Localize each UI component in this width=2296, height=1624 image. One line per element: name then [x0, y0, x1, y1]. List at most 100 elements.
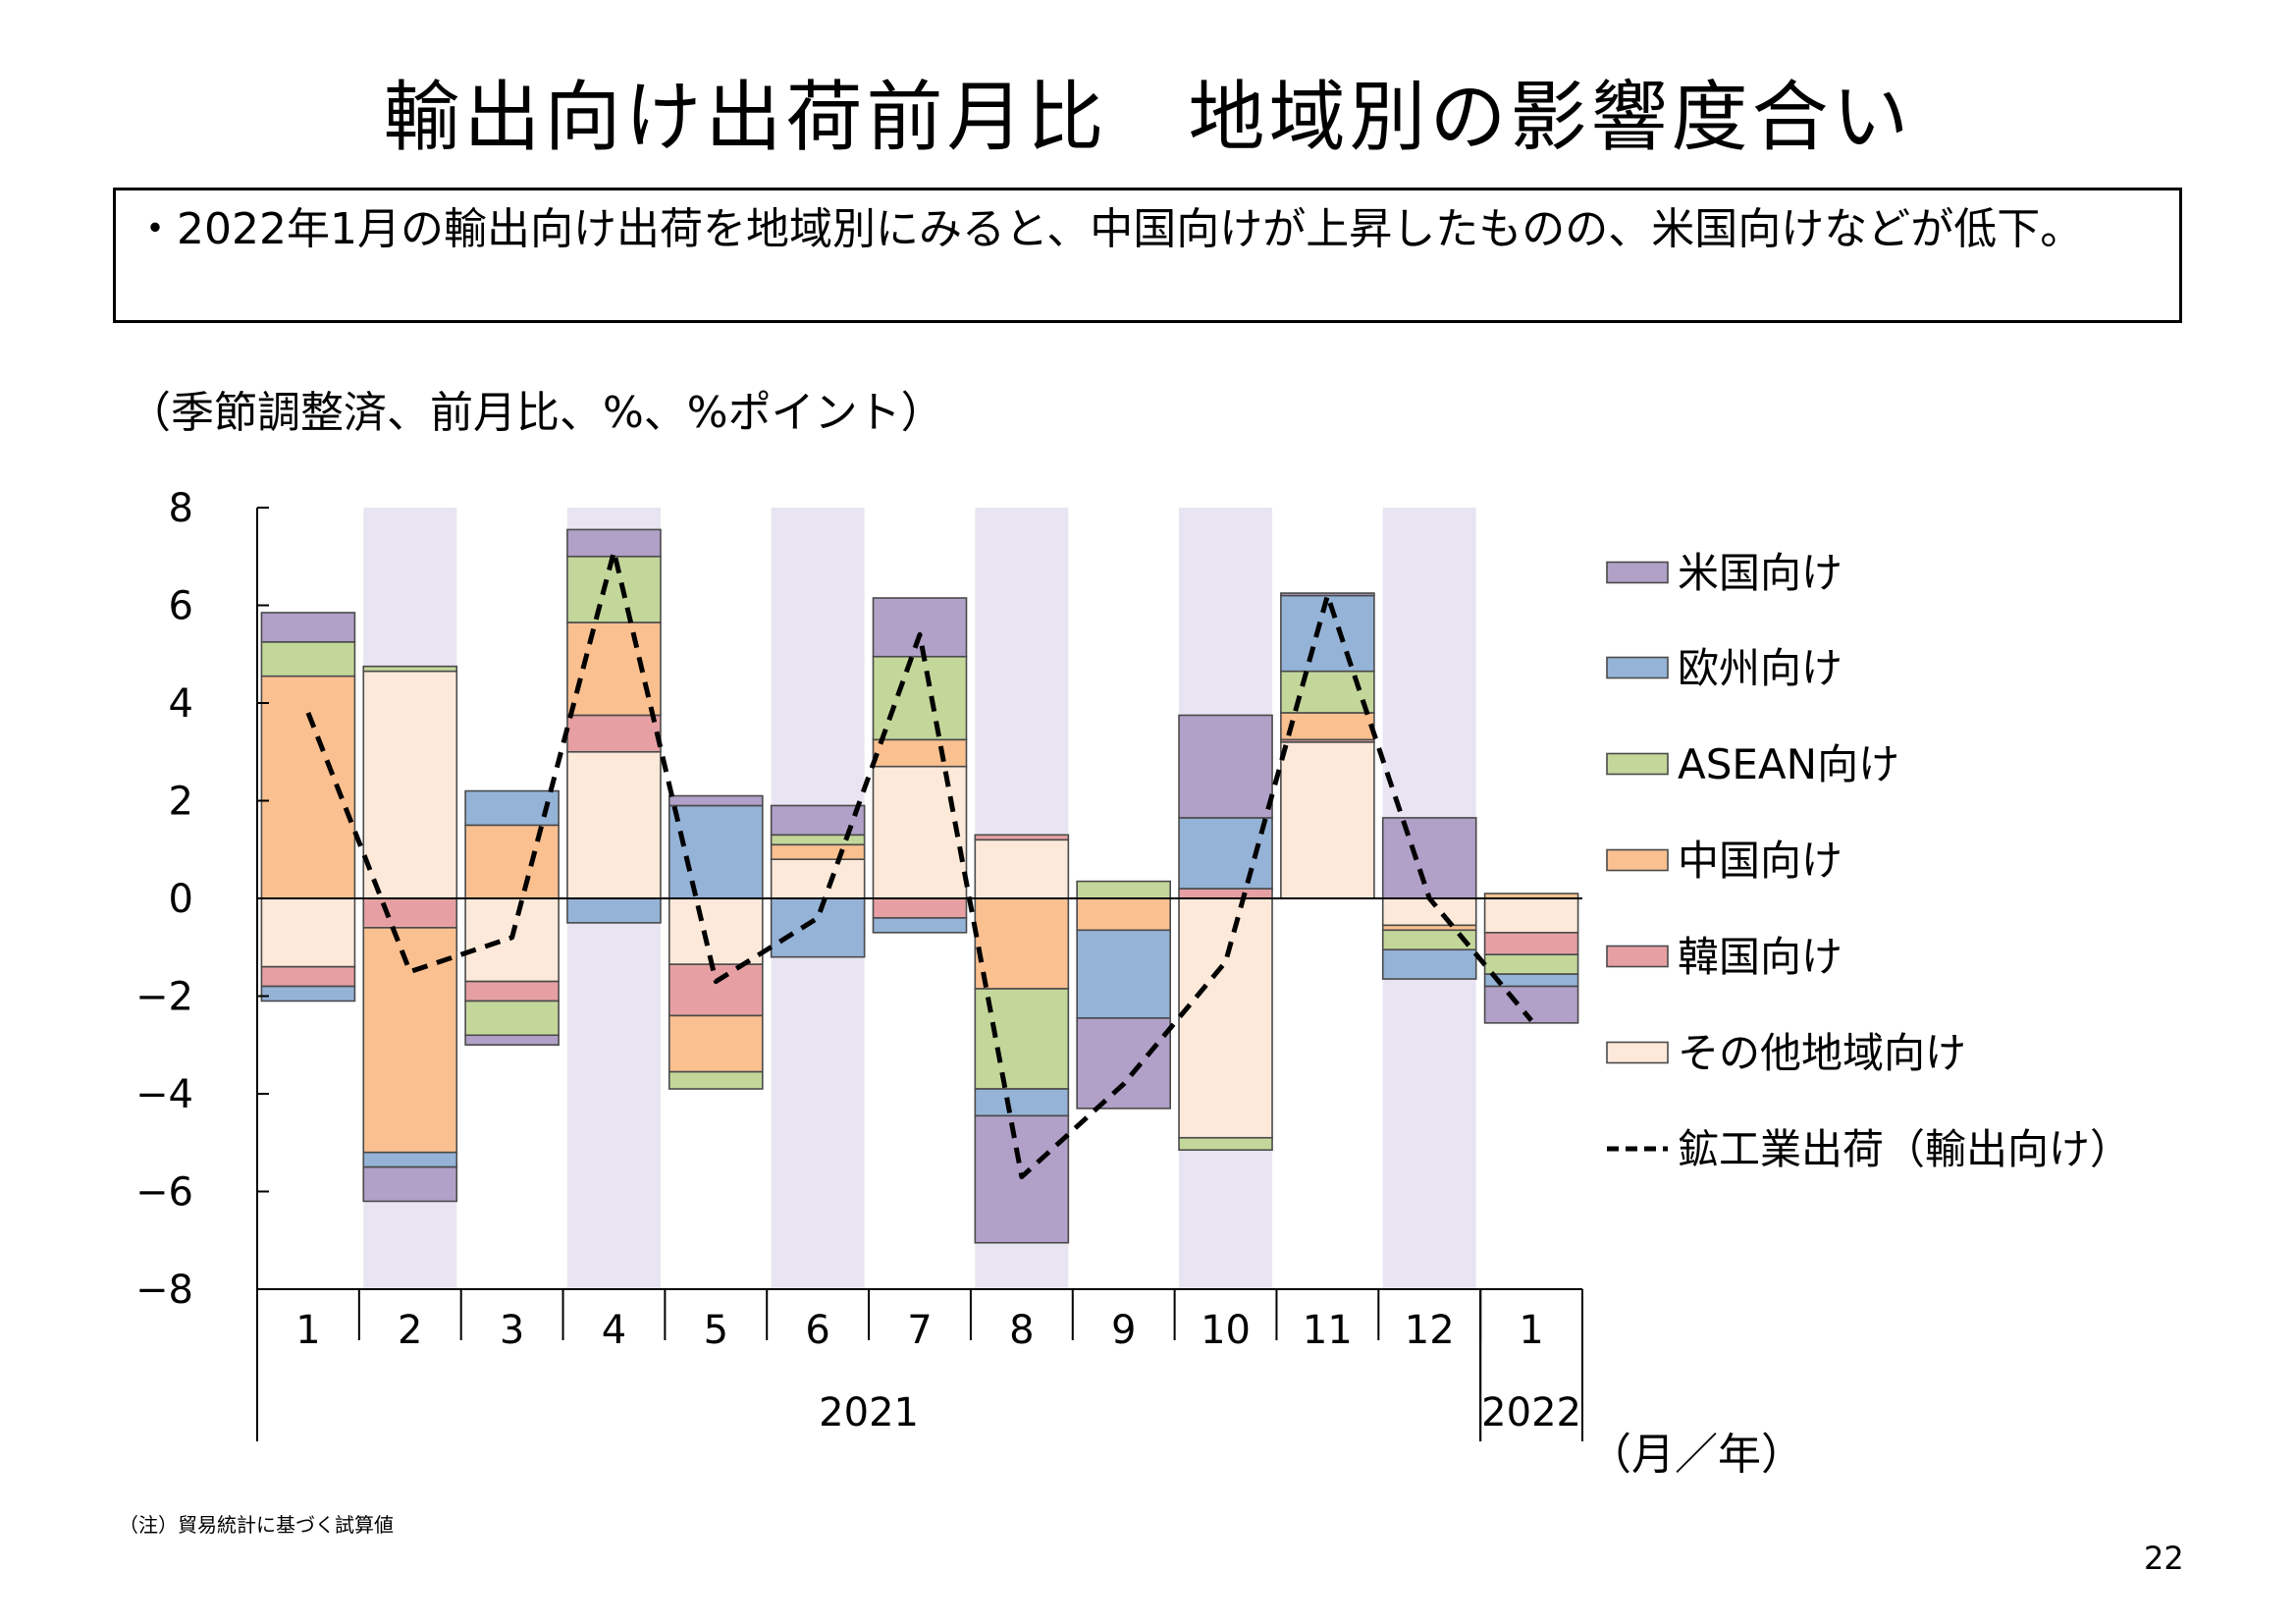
legend-swatch-china — [1606, 848, 1669, 872]
bar-segment-china — [566, 622, 662, 717]
bar-segment-korea — [974, 834, 1070, 841]
bar-segment-us — [464, 1034, 560, 1047]
x-axis-unit: （月／年） — [1588, 1430, 1804, 1480]
x-tick-label: 5 — [704, 1308, 728, 1353]
bar-segment-korea — [566, 714, 662, 753]
bar-segment-eu — [1076, 929, 1171, 1019]
bar-segment-eu — [668, 804, 764, 899]
legend-label-us: 米国向け — [1678, 549, 1842, 597]
y-tick-label: −8 — [135, 1268, 193, 1313]
x-tick-label: 1 — [1519, 1308, 1543, 1353]
y-tick-label: 0 — [169, 877, 193, 922]
bar-segment-eu — [260, 985, 356, 1002]
x-tick-label: 1 — [295, 1308, 320, 1353]
bar-segment-china — [1076, 897, 1171, 932]
bar-segment-korea — [1178, 888, 1273, 899]
footnote: （注）貿易統計に基づく試算値 — [119, 1513, 394, 1537]
bar-segment-other — [260, 897, 356, 968]
bar-segment-asean — [362, 665, 458, 673]
bar-segment-us — [1280, 592, 1375, 597]
legend-swatch-korea — [1606, 945, 1669, 968]
bar-segment-other — [362, 670, 458, 899]
bar-segment-china — [464, 824, 560, 899]
bar-segment-asean — [1483, 953, 1579, 975]
bar-segment-eu — [1280, 594, 1375, 673]
bar-segment-china — [1280, 712, 1375, 741]
bar-segment-korea — [464, 980, 560, 1002]
bar-segment-china — [362, 927, 458, 1154]
bar-segment-asean — [1178, 1136, 1273, 1152]
bar-segment-eu — [770, 897, 866, 958]
bar-segment-korea — [668, 963, 764, 1017]
bar-segment-us — [1381, 817, 1477, 899]
bar-segment-us — [1076, 1017, 1171, 1110]
page-title: 輸出向け出荷前月比 地域別の影響度合い — [383, 74, 1913, 162]
bar-segment-us — [362, 1165, 458, 1203]
bar-segment-eu — [1381, 948, 1477, 980]
unit-note: （季節調整済、前月比、%、%ポイント） — [128, 388, 944, 438]
bar-segment-asean — [770, 834, 866, 846]
x-tick-label: 2 — [398, 1308, 422, 1353]
bar-segment-other — [566, 750, 662, 899]
bar-segment-china — [974, 897, 1070, 990]
legend-swatch-other — [1606, 1041, 1669, 1064]
x-tick-label: 7 — [907, 1308, 932, 1353]
bar-segment-eu — [464, 789, 560, 827]
bar-segment-other — [770, 858, 866, 899]
bar-segment-other — [1483, 897, 1579, 934]
export-shipment-line — [305, 549, 1533, 1180]
bar-segment-china — [770, 843, 866, 861]
y-tick-label: 8 — [169, 486, 193, 531]
summary-box: ・2022年1月の輸出向け出荷を地域別にみると、中国向けが上昇したものの、米国向… — [113, 188, 2182, 323]
bar-segment-other — [1280, 740, 1375, 899]
bar-segment-asean — [566, 555, 662, 623]
summary-text: ・2022年1月の輸出向け出荷を地域別にみると、中国向けが上昇したものの、米国向… — [133, 204, 2084, 254]
bar-segment-asean — [872, 655, 968, 741]
x-tick-label: 11 — [1303, 1308, 1353, 1353]
bar-segment-china — [260, 675, 356, 899]
y-tick-label: −2 — [135, 975, 193, 1020]
legend-label-line: 鉱工業出荷（輸出向け） — [1678, 1125, 2131, 1173]
bar-segment-korea — [362, 897, 458, 929]
year-label: 2022 — [1481, 1390, 1581, 1435]
legend-label-eu: 欧州向け — [1678, 644, 1842, 692]
bar-segment-asean — [260, 641, 356, 677]
bar-segment-eu — [872, 917, 968, 934]
legend-swatch-eu — [1606, 656, 1669, 679]
bar-segment-us — [1178, 714, 1273, 819]
year-label: 2021 — [819, 1390, 919, 1435]
bar-segment-eu — [974, 1088, 1070, 1117]
legend-label-korea: 韓国向け — [1678, 933, 1842, 981]
bar-segment-us — [260, 612, 356, 643]
bar-segment-other — [1178, 897, 1273, 1139]
bar-segment-asean — [1076, 880, 1171, 899]
bar-segment-us — [668, 794, 764, 807]
x-tick-label: 6 — [805, 1308, 829, 1353]
legend-label-other: その他地域向け — [1678, 1029, 1966, 1077]
bar-segment-other — [974, 839, 1070, 899]
x-tick-label: 12 — [1405, 1308, 1455, 1353]
bar-segment-china — [668, 1014, 764, 1073]
bar-segment-other — [668, 897, 764, 965]
bar-segment-other — [872, 765, 968, 899]
legend-swatch-asean — [1606, 752, 1669, 776]
bar-segment-korea — [872, 897, 968, 919]
y-tick-label: 4 — [169, 681, 193, 727]
bar-segment-other — [1381, 897, 1477, 927]
bar-segment-china — [872, 738, 968, 768]
bar-segment-asean — [464, 1000, 560, 1037]
bar-segment-us — [566, 528, 662, 558]
y-tick-label: −6 — [135, 1170, 193, 1216]
bar-segment-korea — [1483, 932, 1579, 956]
x-tick-label: 8 — [1009, 1308, 1034, 1353]
legend-label-asean: ASEAN向け — [1678, 740, 1899, 788]
x-tick-label: 3 — [500, 1308, 524, 1353]
y-tick-label: −4 — [135, 1072, 193, 1117]
page-number: 22 — [2144, 1540, 2184, 1577]
legend-label-china: 中国向け — [1678, 837, 1842, 885]
bar-segment-eu — [362, 1151, 458, 1168]
x-tick-label: 4 — [602, 1308, 626, 1353]
